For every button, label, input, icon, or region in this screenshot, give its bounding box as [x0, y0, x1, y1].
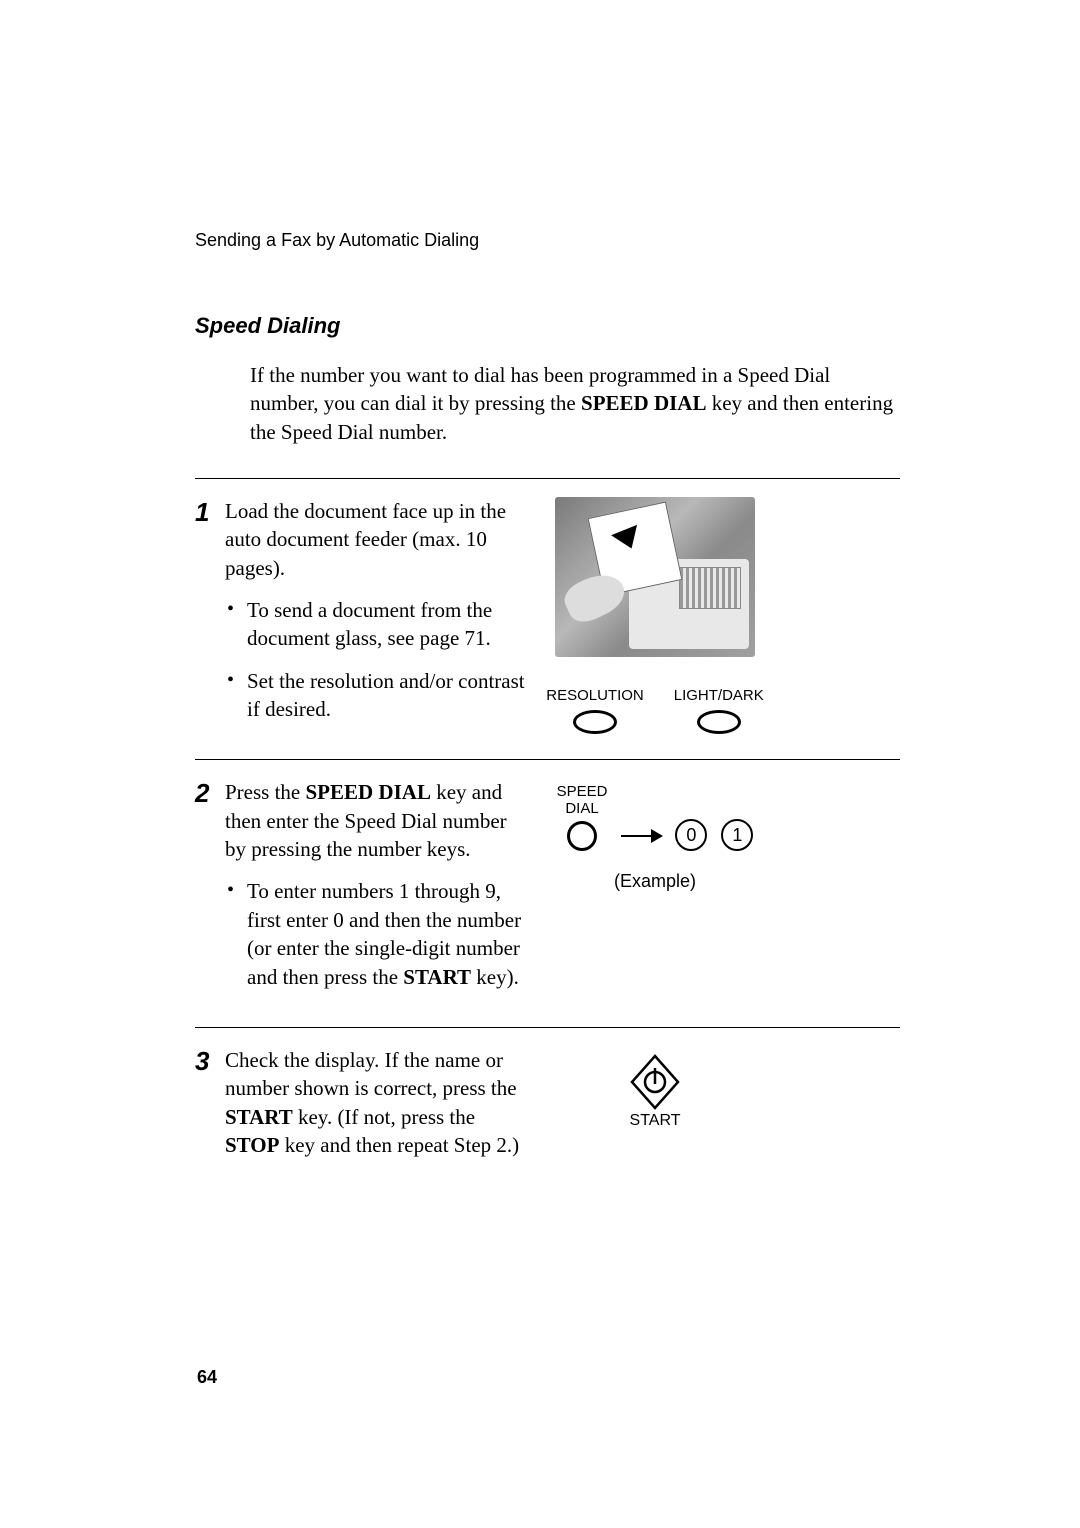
start-diamond-icon: [630, 1054, 680, 1104]
step-3-bold2: STOP: [225, 1133, 279, 1157]
step-1: 1 Load the document face up in the auto …: [195, 478, 900, 737]
lightdark-button-icon: [697, 710, 741, 734]
step-2-lead-before: Press the: [225, 780, 306, 804]
start-button-group: START: [630, 1054, 681, 1130]
resolution-label: RESOLUTION: [546, 687, 644, 704]
step-3-p1: Check the display. If the name or number…: [225, 1048, 517, 1100]
resolution-button-icon: [573, 710, 617, 734]
digit-1-button: 1: [721, 819, 753, 851]
step-1-graphic: RESOLUTION LIGHT/DARK: [545, 497, 765, 737]
speed-dial-label-group: SPEED DIAL: [557, 784, 608, 851]
step-3-p3: key and then repeat Step 2.): [279, 1133, 519, 1157]
example-label: (Example): [614, 871, 696, 892]
step-1-text: Load the document face up in the auto do…: [225, 497, 525, 737]
step-2-bullet: To enter numbers 1 through 9, first ente…: [225, 877, 525, 990]
step-3-text: Check the display. If the name or number…: [225, 1046, 525, 1159]
step-2: 2 Press the SPEED DIAL key and then ente…: [195, 759, 900, 1004]
intro-bold: SPEED DIAL: [581, 391, 706, 415]
lightdark-button-group: LIGHT/DARK: [674, 687, 764, 734]
speed-dial-button-icon: [567, 821, 597, 851]
speed-dial-label-2: DIAL: [565, 801, 598, 818]
step-2-bullet-after: key).: [471, 965, 519, 989]
step-2-bullet-bold: START: [403, 965, 471, 989]
lightdark-label: LIGHT/DARK: [674, 687, 764, 704]
speed-dial-label-1: SPEED: [557, 784, 608, 801]
section-title: Speed Dialing: [195, 313, 900, 339]
page-header: Sending a Fax by Automatic Dialing: [195, 230, 900, 251]
start-label: START: [630, 1112, 681, 1130]
step-1-lead: Load the document face up in the auto do…: [225, 499, 506, 580]
step-2-lead-bold: SPEED DIAL: [306, 780, 431, 804]
fax-machine-photo: [555, 497, 755, 657]
step-3-number: 3: [195, 1048, 225, 1074]
digit-0-button: 0: [675, 819, 707, 851]
intro-paragraph: If the number you want to dial has been …: [250, 361, 900, 446]
step-3-graphic: START: [545, 1046, 765, 1159]
step-1-bullet-2: Set the resolution and/or contrast if de…: [225, 667, 525, 724]
step-3-bold1: START: [225, 1105, 293, 1129]
step-1-number: 1: [195, 499, 225, 525]
step-2-graphic: SPEED DIAL 0 1 (Example): [545, 784, 765, 1004]
step-3-p2: key. (If not, press the: [293, 1105, 475, 1129]
arrow-icon: [621, 835, 661, 837]
step-2-number: 2: [195, 780, 225, 806]
step-2-text: Press the SPEED DIAL key and then enter …: [225, 778, 525, 1004]
step-1-bullet-1: To send a document from the document gla…: [225, 596, 525, 653]
step-3: 3 Check the display. If the name or numb…: [195, 1027, 900, 1159]
resolution-button-group: RESOLUTION: [546, 687, 644, 734]
page-number: 64: [197, 1367, 217, 1388]
